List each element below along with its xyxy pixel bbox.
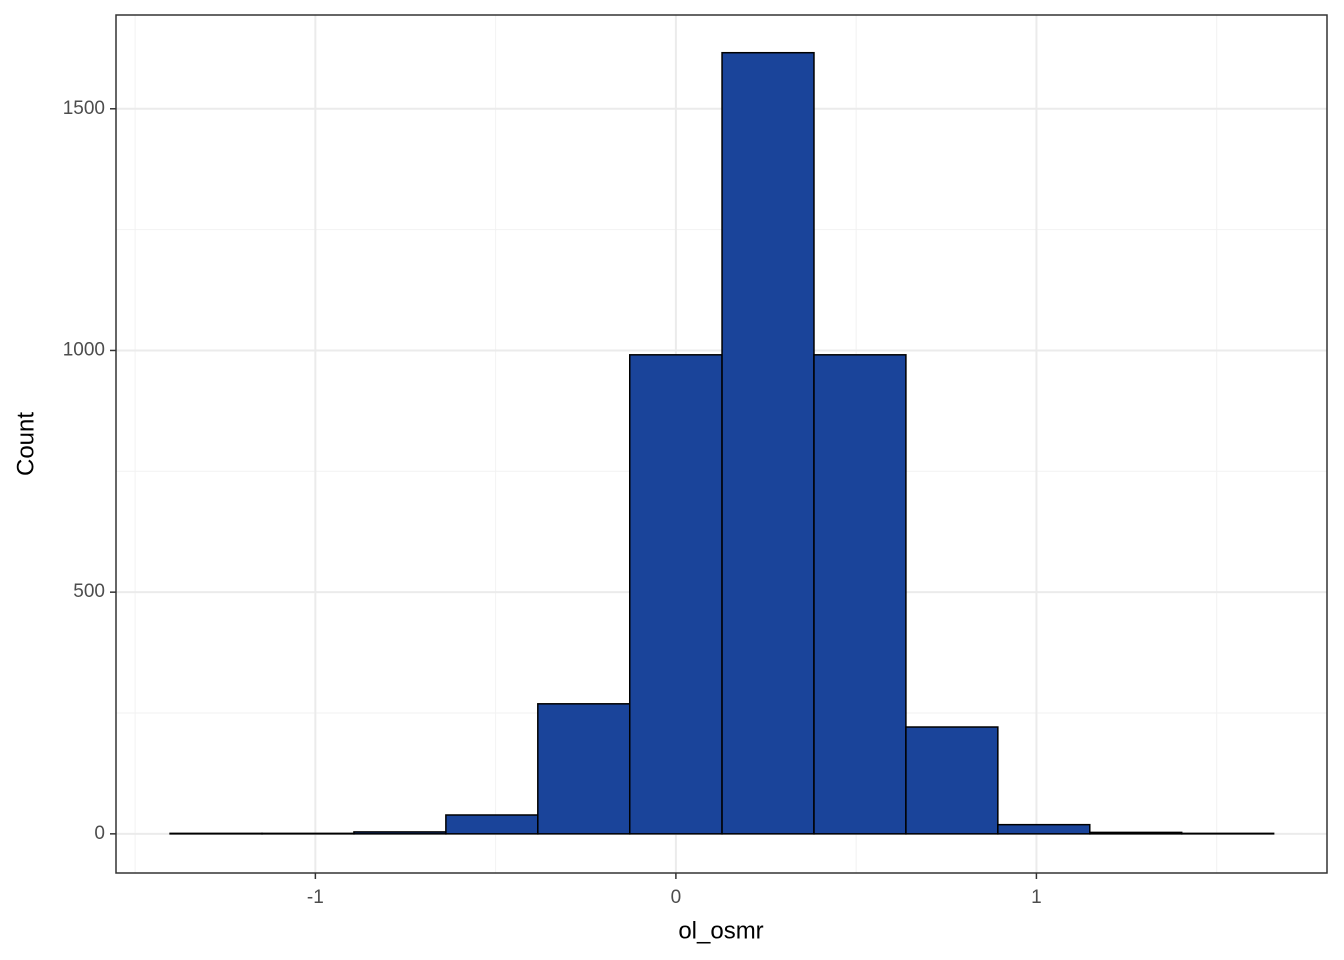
- x-tick-label: 0: [671, 887, 682, 908]
- y-tick-label: 0: [94, 823, 105, 844]
- bar: [997, 823, 1091, 835]
- panel-border: [115, 14, 1328, 874]
- bar: [537, 703, 631, 835]
- x-tick-label: 1: [1031, 887, 1042, 908]
- bar: [353, 831, 447, 835]
- bar: [905, 726, 999, 835]
- x-tick-label: -1: [307, 887, 324, 908]
- bar: [813, 354, 907, 835]
- y-tick-label: 1000: [63, 339, 105, 360]
- bar: [445, 814, 539, 835]
- y-tick-label: 500: [73, 581, 105, 602]
- bar: [721, 51, 815, 835]
- bar: [1089, 831, 1183, 835]
- y-axis-title: Count: [12, 412, 39, 476]
- bar: [628, 354, 723, 835]
- x-axis-title: ol_osmr: [678, 917, 763, 944]
- y-tick-label: 1500: [63, 98, 105, 119]
